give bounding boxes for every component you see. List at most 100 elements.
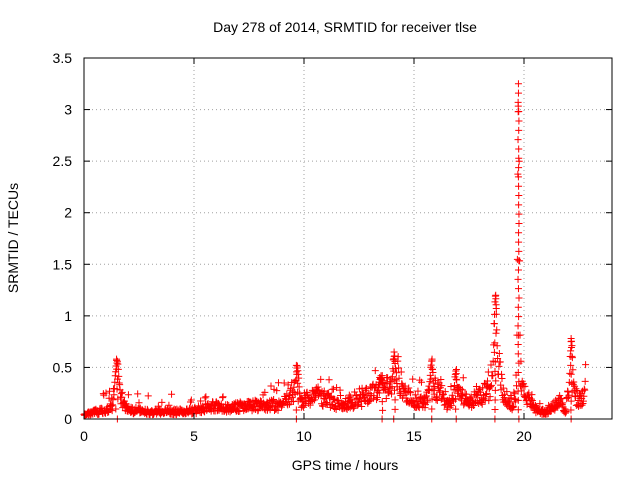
data-point: [428, 355, 436, 363]
data-point: [447, 382, 455, 390]
data-point: [284, 401, 292, 409]
data-point: [499, 384, 507, 392]
data-point: [405, 384, 413, 392]
y-axis-label: SRMTID / TECUs: [5, 183, 21, 293]
data-point: [531, 401, 539, 409]
data-point: [515, 359, 523, 367]
data-point: [378, 372, 386, 380]
data-point: [108, 394, 116, 402]
data-point: [326, 394, 334, 402]
data-point: [102, 389, 110, 397]
data-point: [332, 406, 340, 414]
data-point: [515, 229, 523, 237]
data-point: [459, 374, 467, 382]
data-point: [495, 362, 503, 370]
data-point: [487, 383, 495, 391]
data-point: [515, 313, 523, 321]
data-point: [514, 98, 522, 106]
data-point: [362, 384, 370, 392]
plot-border: [83, 57, 613, 420]
data-point: [478, 400, 486, 408]
data-point: [124, 391, 132, 399]
data-point: [390, 348, 398, 356]
data-point: [309, 397, 317, 405]
data-point: [510, 388, 518, 396]
data-point: [333, 384, 341, 392]
data-point: [378, 398, 386, 406]
axis-ticks: 0 0.5 1 1.5 2 2.5 3 3.5 0 5 10 15 20: [53, 50, 612, 444]
x-tick-label: 0: [80, 428, 88, 444]
data-point: [491, 386, 499, 394]
data-point: [567, 347, 575, 355]
data-point: [515, 164, 523, 172]
data-point: [491, 339, 499, 347]
data-point: [514, 275, 522, 283]
data-point: [424, 396, 432, 404]
data-point: [417, 378, 425, 386]
data-point: [514, 350, 522, 358]
data-point: [441, 388, 449, 396]
data-point: [391, 405, 399, 413]
data-point: [515, 117, 523, 125]
data-point: [492, 377, 500, 385]
data-point: [491, 405, 499, 413]
x-axis-label: GPS time / hours: [292, 457, 399, 473]
data-point: [294, 379, 302, 387]
y-tick-label: 2.5: [53, 153, 73, 169]
data-point: [219, 393, 227, 401]
data-point: [432, 377, 440, 385]
data-point: [371, 367, 379, 375]
data-point: [391, 358, 399, 366]
data-point: [490, 348, 498, 356]
data-point: [447, 401, 455, 409]
data-point: [514, 173, 522, 181]
data-point: [437, 375, 445, 383]
data-point: [491, 367, 499, 375]
data-point: [261, 388, 269, 396]
y-tick-label: 0: [64, 411, 72, 427]
x-tick-label: 15: [406, 428, 422, 444]
chart-title: Day 278 of 2014, SRMTID for receiver tls…: [213, 19, 477, 35]
data-point: [480, 394, 488, 402]
data-point: [487, 361, 495, 369]
data-point: [528, 396, 536, 404]
data-point: [267, 382, 275, 390]
data-point: [514, 396, 522, 404]
data-point: [514, 80, 522, 88]
data-point: [490, 320, 498, 328]
data-point: [495, 350, 503, 358]
data-point: [287, 385, 295, 393]
data-point: [395, 364, 403, 372]
data-point: [509, 402, 517, 410]
data-point: [451, 395, 459, 403]
x-tick-label: 10: [296, 428, 312, 444]
data-point: [514, 322, 522, 330]
data-point: [414, 387, 422, 395]
data-point: [428, 395, 436, 403]
data-point: [314, 383, 322, 391]
data-point: [452, 385, 460, 393]
data-point: [108, 407, 116, 415]
data-point: [492, 301, 500, 309]
data-point: [503, 388, 511, 396]
data-point: [515, 257, 523, 265]
data-point: [384, 374, 392, 382]
data-point: [345, 391, 353, 399]
data-point: [292, 406, 300, 414]
data-point: [411, 391, 419, 399]
data-point: [328, 401, 336, 409]
data-point: [351, 388, 359, 396]
data-point: [567, 335, 575, 343]
data-point: [567, 361, 575, 369]
data-point: [144, 392, 152, 400]
data-point: [567, 343, 575, 351]
data-point: [581, 377, 589, 385]
data-point: [295, 374, 303, 382]
data-point: [514, 341, 522, 349]
data-point: [113, 385, 121, 393]
y-tick-label: 3: [64, 102, 72, 118]
data-point: [567, 406, 575, 414]
data-point: [293, 370, 301, 378]
data-point: [390, 386, 398, 394]
